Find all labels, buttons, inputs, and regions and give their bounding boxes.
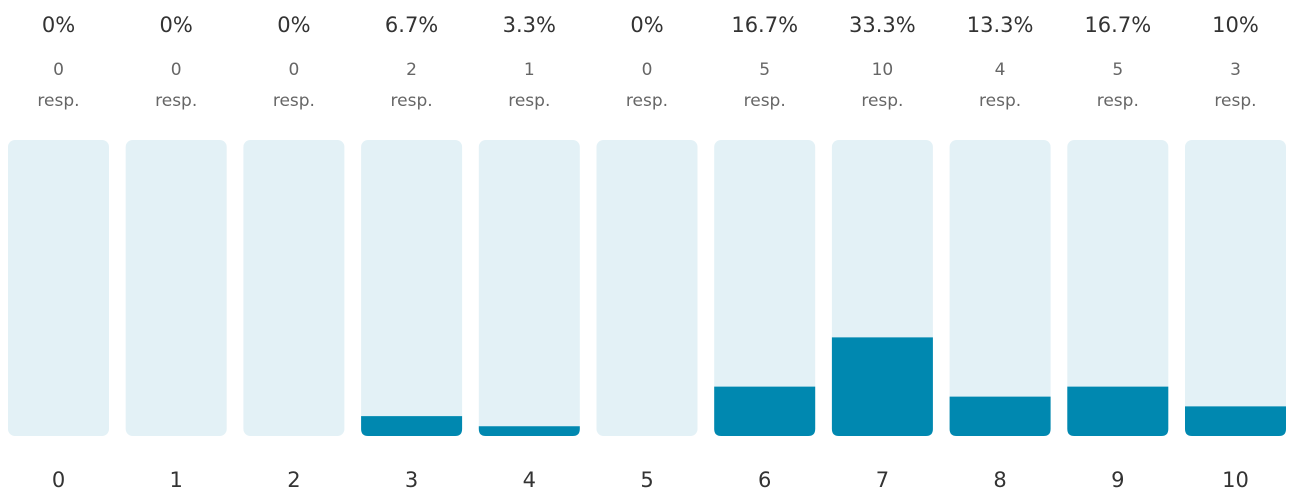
response-unit: resp. xyxy=(273,91,315,111)
bar-track xyxy=(478,140,580,436)
category-label: 10 xyxy=(1222,468,1249,492)
response-count: 0 xyxy=(642,60,653,80)
response-unit: resp. xyxy=(626,91,668,111)
response-unit: resp. xyxy=(1097,91,1139,111)
response-unit: resp. xyxy=(508,91,550,111)
bar-fill xyxy=(478,426,580,436)
bar-fill xyxy=(714,386,816,436)
bar-fill xyxy=(1185,406,1286,436)
response-count: 5 xyxy=(759,60,770,80)
response-unit: resp. xyxy=(861,91,903,111)
category-label: 3 xyxy=(405,468,418,492)
bar-track xyxy=(1185,140,1286,436)
bar-fill xyxy=(949,396,1051,436)
response-unit: resp. xyxy=(37,91,79,111)
bar-track xyxy=(596,140,698,436)
category-label: 8 xyxy=(993,468,1006,492)
bar-fill xyxy=(1067,386,1169,436)
percent-label: 0% xyxy=(277,13,310,37)
percent-label: 13.3% xyxy=(967,13,1034,37)
response-count: 10 xyxy=(872,60,894,80)
bar-track xyxy=(125,140,227,436)
bar-fill xyxy=(361,416,463,436)
percent-label: 0% xyxy=(160,13,193,37)
percent-label: 3.3% xyxy=(503,13,556,37)
response-unit: resp. xyxy=(391,91,433,111)
response-count: 5 xyxy=(1112,60,1123,80)
response-unit: resp. xyxy=(744,91,786,111)
response-count: 4 xyxy=(995,60,1006,80)
percent-label: 10% xyxy=(1212,13,1259,37)
response-count: 3 xyxy=(1230,60,1241,80)
percent-label: 16.7% xyxy=(1084,13,1151,37)
percent-label: 0% xyxy=(42,13,75,37)
bar-track xyxy=(361,140,463,436)
percent-label: 16.7% xyxy=(731,13,798,37)
category-label: 9 xyxy=(1111,468,1124,492)
response-count: 0 xyxy=(288,60,299,80)
percent-label: 6.7% xyxy=(385,13,438,37)
category-label: 7 xyxy=(876,468,889,492)
response-count: 2 xyxy=(406,60,417,80)
response-unit: resp. xyxy=(979,91,1021,111)
bar-track xyxy=(1067,140,1169,436)
response-unit: resp. xyxy=(1214,91,1256,111)
response-count: 0 xyxy=(53,60,64,80)
percent-label: 33.3% xyxy=(849,13,916,37)
response-count: 1 xyxy=(524,60,535,80)
category-label: 4 xyxy=(523,468,536,492)
percent-label: 0% xyxy=(630,13,663,37)
category-label: 2 xyxy=(287,468,300,492)
category-label: 1 xyxy=(170,468,183,492)
category-label: 0 xyxy=(52,468,65,492)
bar-track xyxy=(714,140,816,436)
category-label: 5 xyxy=(640,468,653,492)
response-unit: resp. xyxy=(155,91,197,111)
bar-track xyxy=(8,140,109,436)
bar-track xyxy=(243,140,345,436)
category-label: 6 xyxy=(758,468,771,492)
bar-track xyxy=(949,140,1051,436)
bar-fill xyxy=(831,337,933,436)
response-count: 0 xyxy=(171,60,182,80)
